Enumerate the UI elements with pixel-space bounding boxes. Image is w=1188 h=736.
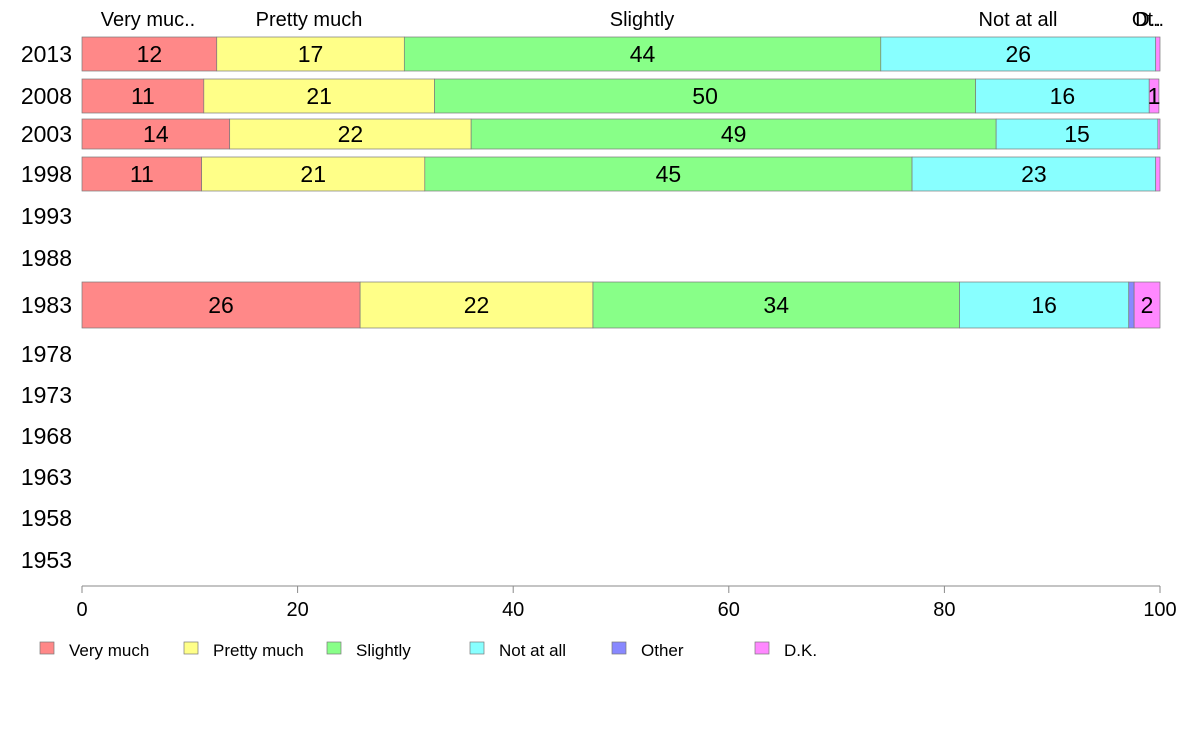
bar-segment — [434, 78, 977, 114]
bar-value-label: 21 — [300, 161, 326, 187]
legend-swatch-4 — [611, 641, 627, 655]
y-tick-label: 2003 — [21, 121, 72, 147]
x-tick-label: 60 — [718, 599, 740, 621]
x-tick-label: 40 — [502, 599, 524, 621]
bar-segment — [203, 78, 435, 114]
bar-value-label: 11 — [131, 83, 155, 109]
legend-label-0: Very much — [69, 641, 149, 660]
bar-value-label: 1 — [1148, 83, 1161, 109]
x-tick-label: 80 — [933, 599, 955, 621]
y-tick-label: 1988 — [21, 245, 72, 271]
bar-segment — [81, 156, 203, 192]
y-tick-label: 2008 — [21, 83, 72, 109]
x-tick-label: 20 — [286, 599, 308, 621]
x-tick-label: 100 — [1143, 599, 1176, 621]
bar-segment — [470, 118, 997, 150]
bar-value-label: 21 — [306, 83, 332, 109]
bar-segment — [216, 36, 405, 72]
legend-label-5: D.K. — [784, 641, 817, 660]
bar-segment — [201, 156, 426, 192]
y-tick-label: 1958 — [21, 505, 72, 531]
bar-value-label: 15 — [1064, 121, 1090, 147]
top-label-5: D.. — [1135, 9, 1161, 31]
legend-label-2: Slightly — [356, 641, 411, 660]
y-tick-label: 1993 — [21, 203, 72, 229]
bar-value-label: 26 — [208, 292, 234, 318]
bar-segment — [1133, 281, 1161, 329]
bar-value-label: 14 — [143, 121, 169, 147]
bar-segment — [81, 281, 361, 329]
bar-segment — [995, 118, 1159, 150]
bar-value-label: 2 — [1141, 292, 1154, 318]
y-tick-label: 1973 — [21, 382, 72, 408]
top-label-2: Slightly — [610, 9, 674, 31]
bar-value-label: 34 — [763, 292, 789, 318]
legend-swatch-1 — [183, 641, 199, 655]
bar-segment — [81, 78, 205, 114]
bar-segment — [424, 156, 913, 192]
legend-swatch-0 — [39, 641, 55, 655]
bar-segment — [975, 78, 1150, 114]
bar-value-label: 22 — [464, 292, 490, 318]
bar-segment — [81, 118, 231, 150]
top-label-4: Ot.. — [1132, 9, 1164, 31]
x-tick-label: 0 — [76, 599, 87, 621]
legend-label-1: Pretty much — [213, 641, 304, 660]
legend-swatch-3 — [469, 641, 485, 655]
y-tick-label: 1983 — [21, 292, 72, 318]
bar-segment — [1155, 156, 1161, 192]
y-tick-label: 1968 — [21, 423, 72, 449]
top-label-1: Pretty much — [256, 9, 363, 31]
y-tick-label: 1998 — [21, 161, 72, 187]
y-tick-label: 2013 — [21, 41, 72, 67]
y-tick-label: 1978 — [21, 341, 72, 367]
bar-value-label: 17 — [298, 41, 324, 67]
top-label-3: Not at all — [979, 9, 1058, 31]
legend-label-3: Not at all — [499, 641, 566, 660]
legend-swatch-2 — [326, 641, 342, 655]
bar-segment — [1148, 78, 1160, 114]
y-tick-label: 1953 — [21, 547, 72, 573]
bar-value-label: 44 — [630, 41, 656, 67]
legend-swatch-5 — [754, 641, 770, 655]
bar-value-label: 16 — [1050, 83, 1076, 109]
bar-value-label: 22 — [338, 121, 364, 147]
bar-value-label: 26 — [1005, 41, 1031, 67]
bar-value-label: 11 — [130, 161, 154, 187]
bar-segment — [359, 281, 594, 329]
bar-segment — [959, 281, 1130, 329]
bar-segment — [1157, 118, 1161, 150]
bar-value-label: 45 — [656, 161, 682, 187]
bar-value-label: 23 — [1021, 161, 1047, 187]
bar-segment — [1155, 36, 1161, 72]
bar-value-label: 12 — [137, 41, 163, 67]
bar-value-label: 16 — [1031, 292, 1057, 318]
bar-segment — [592, 281, 960, 329]
y-tick-label: 1963 — [21, 464, 72, 490]
top-label-0: Very muc.. — [101, 9, 195, 31]
bar-value-label: 50 — [692, 83, 718, 109]
bar-segment — [1128, 281, 1135, 329]
bar-segment — [911, 156, 1157, 192]
legend-label-4: Other — [641, 641, 684, 660]
bar-value-label: 49 — [721, 121, 747, 147]
